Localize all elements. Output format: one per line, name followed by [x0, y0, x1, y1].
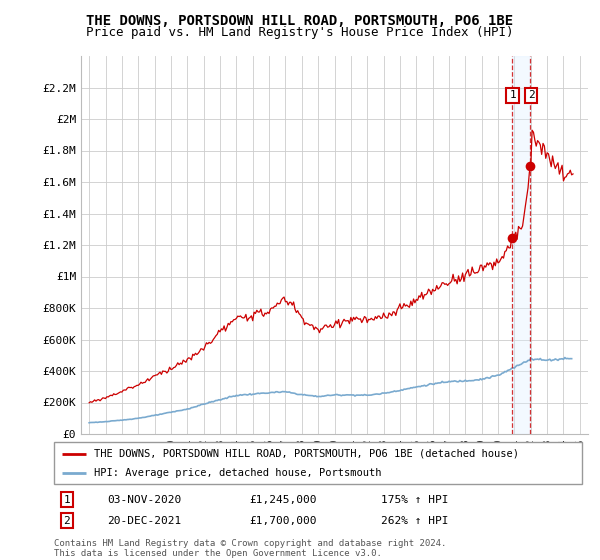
Text: Price paid vs. HM Land Registry's House Price Index (HPI): Price paid vs. HM Land Registry's House … — [86, 26, 514, 39]
Text: 175% ↑ HPI: 175% ↑ HPI — [382, 494, 449, 505]
FancyBboxPatch shape — [54, 442, 582, 484]
Text: 20-DEC-2021: 20-DEC-2021 — [107, 516, 181, 526]
Text: THE DOWNS, PORTSDOWN HILL ROAD, PORTSMOUTH, PO6 1BE (detached house): THE DOWNS, PORTSDOWN HILL ROAD, PORTSMOU… — [94, 449, 518, 459]
Text: 03-NOV-2020: 03-NOV-2020 — [107, 494, 181, 505]
Text: Contains HM Land Registry data © Crown copyright and database right 2024.
This d: Contains HM Land Registry data © Crown c… — [54, 539, 446, 558]
Text: 2: 2 — [528, 90, 535, 100]
Text: £1,700,000: £1,700,000 — [250, 516, 317, 526]
Text: 1: 1 — [64, 494, 70, 505]
Text: 262% ↑ HPI: 262% ↑ HPI — [382, 516, 449, 526]
Text: £1,245,000: £1,245,000 — [250, 494, 317, 505]
Text: HPI: Average price, detached house, Portsmouth: HPI: Average price, detached house, Port… — [94, 468, 381, 478]
Bar — [512, 56, 530, 434]
Text: 2: 2 — [64, 516, 70, 526]
Text: THE DOWNS, PORTSDOWN HILL ROAD, PORTSMOUTH, PO6 1BE: THE DOWNS, PORTSDOWN HILL ROAD, PORTSMOU… — [86, 14, 514, 28]
Text: 1: 1 — [509, 90, 516, 100]
